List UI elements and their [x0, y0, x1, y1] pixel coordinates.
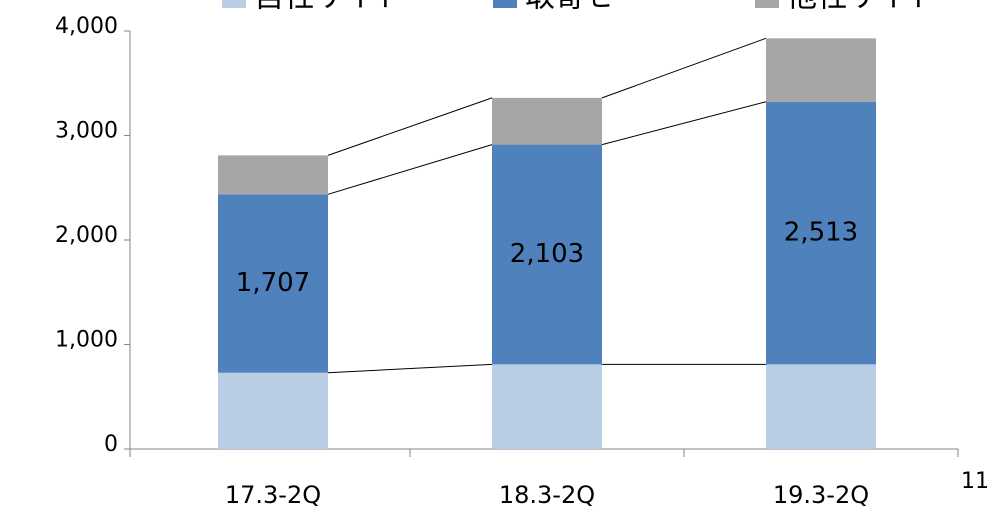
legend-label: 取寄せ — [525, 0, 615, 15]
legend-label: 自社サイト — [254, 0, 404, 15]
connector-line — [601, 101, 767, 146]
bar-segment — [218, 194, 328, 373]
x-tick-label: 19.3-2Q — [773, 481, 869, 509]
y-tick-label: 3,000 — [55, 119, 118, 144]
legend-swatch — [493, 0, 517, 8]
page-number: 11 — [961, 469, 989, 494]
x-tick-label: 18.3-2Q — [499, 481, 595, 509]
data-label: 2,103 — [510, 239, 584, 269]
bar-segment — [766, 38, 876, 102]
bar-segment — [766, 364, 876, 449]
y-tick-label: 0 — [104, 432, 118, 457]
data-label: 2,513 — [784, 218, 858, 248]
legend-label: 他社サイト — [787, 0, 937, 15]
y-tick-label: 4,000 — [55, 14, 118, 39]
connector-line — [327, 144, 493, 195]
y-tick-label: 1,000 — [55, 328, 118, 353]
connector-line — [601, 37, 767, 99]
legend-swatch — [755, 0, 779, 8]
bar-segment — [218, 372, 328, 449]
data-label: 1,707 — [236, 268, 310, 298]
bar-segment — [766, 101, 876, 365]
x-tick-label: 17.3-2Q — [225, 481, 321, 509]
bar-segment — [492, 144, 602, 365]
bar-segment — [492, 97, 602, 145]
y-tick-label: 2,000 — [55, 223, 118, 248]
bar-segment — [492, 364, 602, 449]
connector-line — [327, 363, 493, 374]
legend-swatch — [222, 0, 246, 8]
connector-line — [327, 97, 493, 156]
bar-segment — [218, 155, 328, 195]
